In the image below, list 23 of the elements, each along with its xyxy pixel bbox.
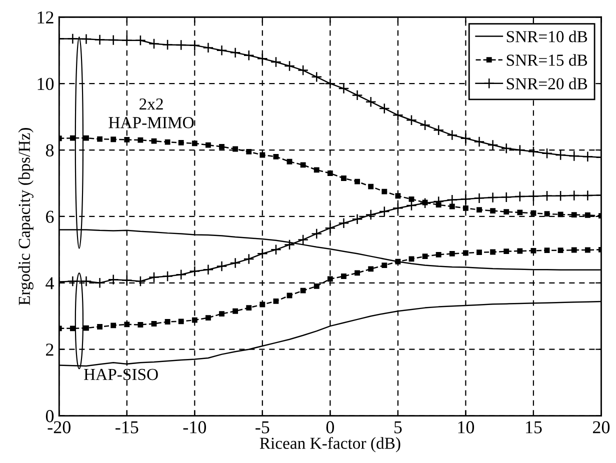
- x-tick-label: 15: [526, 421, 542, 434]
- y-tick-label: 4: [46, 277, 54, 290]
- y-tick-label: 10: [38, 78, 54, 90]
- x-tick-label: 20: [592, 421, 610, 434]
- annotation: 2x2 HAP-MIMO: [108, 98, 194, 128]
- y-axis-title: Ergodic Capacity (bps/Hz): [18, 128, 34, 306]
- x-tick-label: 5: [394, 421, 402, 434]
- x-tick-label: -5: [256, 421, 270, 434]
- y-tick-label: 6: [46, 210, 54, 223]
- annotation: HAP-SISO: [84, 368, 158, 380]
- y-tick-label: 8: [46, 144, 54, 156]
- x-axis-title: Ricean K-factor (dB): [260, 437, 400, 452]
- legend-label: SNR=10 dB: [506, 30, 588, 42]
- x-tick-label: -15: [116, 421, 138, 434]
- legend-label: SNR=15 dB: [506, 54, 588, 66]
- y-tick-label: 12: [38, 11, 54, 24]
- x-tick-label: -20: [48, 421, 70, 434]
- y-tick-label: 0: [46, 410, 54, 422]
- x-tick-label: 0: [326, 421, 334, 434]
- y-tick-label: 2: [46, 344, 54, 356]
- legend-label: SNR=20 dB: [506, 78, 588, 90]
- x-tick-label: -10: [183, 421, 206, 434]
- x-tick-label: 10: [458, 421, 474, 434]
